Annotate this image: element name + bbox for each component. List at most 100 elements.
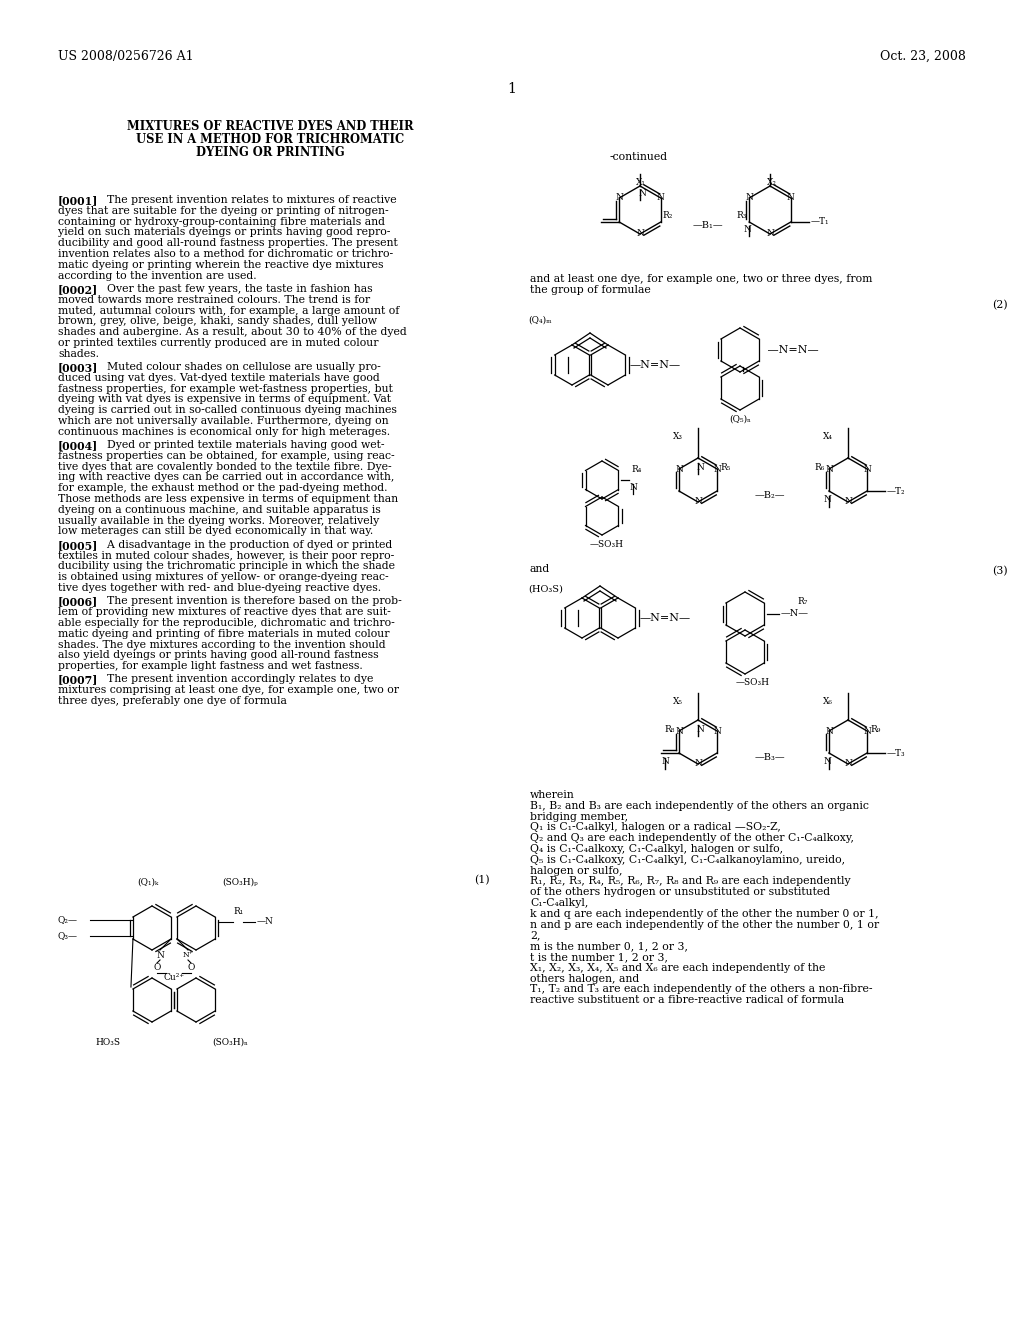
Text: X₄: X₄: [823, 432, 833, 441]
Text: R₁: R₁: [233, 908, 244, 916]
Text: and at least one dye, for example one, two or three dyes, from: and at least one dye, for example one, t…: [530, 275, 872, 284]
Text: wherein: wherein: [530, 789, 574, 800]
Text: —N: —N: [257, 917, 273, 927]
Text: (Q₁)ₖ: (Q₁)ₖ: [137, 878, 159, 887]
Text: moved towards more restrained colours. The trend is for: moved towards more restrained colours. T…: [58, 294, 370, 305]
Text: N: N: [675, 465, 683, 474]
Text: fastness properties can be obtained, for example, using reac-: fastness properties can be obtained, for…: [58, 451, 394, 461]
Text: m is the number 0, 1, 2 or 3,: m is the number 0, 1, 2 or 3,: [530, 941, 688, 952]
Text: A disadvantage in the production of dyed or printed: A disadvantage in the production of dyed…: [93, 540, 392, 550]
Text: Q₃—: Q₃—: [58, 932, 78, 940]
Text: X₁, X₂, X₃, X₄, X₅ and X₆ are each independently of the: X₁, X₂, X₃, X₄, X₅ and X₆ are each indep…: [530, 962, 825, 973]
Text: halogen or sulfo,: halogen or sulfo,: [530, 866, 623, 875]
Text: Q₄ is C₁-C₄alkoxy, C₁-C₄alkyl, halogen or sulfo,: Q₄ is C₁-C₄alkoxy, C₁-C₄alkyl, halogen o…: [530, 843, 783, 854]
Text: for example, the exhaust method or the pad-dyeing method.: for example, the exhaust method or the p…: [58, 483, 387, 494]
Text: k and q are each independently of the other the number 0 or 1,: k and q are each independently of the ot…: [530, 908, 879, 919]
Text: Muted colour shades on cellulose are usually pro-: Muted colour shades on cellulose are usu…: [93, 362, 381, 372]
Text: USE IN A METHOD FOR TRICHROMATIC: USE IN A METHOD FOR TRICHROMATIC: [136, 133, 404, 147]
Text: Over the past few years, the taste in fashion has: Over the past few years, the taste in fa…: [93, 284, 373, 294]
Text: properties, for example light fastness and wet fastness.: properties, for example light fastness a…: [58, 661, 362, 671]
Text: lem of providing new mixtures of reactive dyes that are suit-: lem of providing new mixtures of reactiv…: [58, 607, 391, 618]
Text: DYEING OR PRINTING: DYEING OR PRINTING: [196, 147, 344, 158]
Text: The present invention relates to mixtures of reactive: The present invention relates to mixture…: [93, 195, 396, 205]
Text: HO₃S: HO₃S: [95, 1038, 121, 1047]
Text: B₁, B₂ and B₃ are each independently of the others an organic: B₁, B₂ and B₃ are each independently of …: [530, 801, 869, 810]
Text: shades and aubergine. As a result, about 30 to 40% of the dyed: shades and aubergine. As a result, about…: [58, 327, 407, 337]
Text: O: O: [187, 964, 195, 973]
Text: N: N: [696, 462, 703, 471]
Text: X₅: X₅: [673, 697, 683, 706]
Text: R₈: R₈: [665, 726, 675, 734]
Text: which are not universally available. Furthermore, dyeing on: which are not universally available. Fur…: [58, 416, 389, 426]
Text: Q₂—: Q₂—: [58, 916, 78, 924]
Text: matic dyeing or printing wherein the reactive dye mixtures: matic dyeing or printing wherein the rea…: [58, 260, 384, 269]
Text: reactive substituent or a fibre-reactive radical of formula: reactive substituent or a fibre-reactive…: [530, 995, 844, 1006]
Text: N: N: [656, 194, 665, 202]
Text: the group of formulae: the group of formulae: [530, 285, 650, 294]
Text: textiles in muted colour shades, however, is their poor repro-: textiles in muted colour shades, however…: [58, 550, 394, 561]
Text: dyeing with vat dyes is expensive in terms of equipment. Vat: dyeing with vat dyes is expensive in ter…: [58, 395, 391, 404]
Text: mixtures comprising at least one dye, for example one, two or: mixtures comprising at least one dye, fo…: [58, 685, 399, 696]
Text: R₄: R₄: [631, 466, 641, 474]
Text: [0007]: [0007]: [58, 675, 98, 685]
Text: continuous machines is economical only for high meterages.: continuous machines is economical only f…: [58, 426, 390, 437]
Text: N: N: [662, 758, 669, 767]
Text: N: N: [156, 950, 164, 960]
Text: tive dyes that are covalently bonded to the textile fibre. Dye-: tive dyes that are covalently bonded to …: [58, 462, 391, 471]
Text: N: N: [786, 194, 795, 202]
Text: and: and: [530, 564, 550, 574]
Text: others halogen, and: others halogen, and: [530, 974, 639, 983]
Text: N: N: [825, 726, 833, 735]
Text: (SO₃H)ₚ: (SO₃H)ₚ: [222, 878, 258, 887]
Text: brown, grey, olive, beige, khaki, sandy shades, dull yellow: brown, grey, olive, beige, khaki, sandy …: [58, 317, 377, 326]
Text: R₅: R₅: [721, 463, 731, 473]
Text: N: N: [694, 759, 701, 768]
Text: —B₁—: —B₁—: [692, 220, 723, 230]
Text: R₁, R₂, R₃, R₄, R₅, R₆, R₇, R₈ and R₉ are each independently: R₁, R₂, R₃, R₄, R₅, R₆, R₇, R₈ and R₉ ar…: [530, 876, 851, 887]
Text: -continued: -continued: [610, 152, 668, 162]
Text: N: N: [696, 725, 703, 734]
Text: tive dyes together with red- and blue-dyeing reactive dyes.: tive dyes together with red- and blue-dy…: [58, 583, 381, 593]
Text: dyeing is carried out in so-called continuous dyeing machines: dyeing is carried out in so-called conti…: [58, 405, 397, 416]
Text: (Q₅)ₙ: (Q₅)ₙ: [729, 414, 751, 424]
Text: —N—: —N—: [781, 610, 809, 619]
Text: N: N: [615, 194, 624, 202]
Text: T₁, T₂ and T₃ are each independently of the others a non-fibre-: T₁, T₂ and T₃ are each independently of …: [530, 985, 872, 994]
Text: N: N: [844, 759, 852, 768]
Text: C₁-C₄alkyl,: C₁-C₄alkyl,: [530, 898, 589, 908]
Text: Q₂ and Q₃ are each independently of the other C₁-C₄alkoxy,: Q₂ and Q₃ are each independently of the …: [530, 833, 854, 843]
Text: —B₃—: —B₃—: [755, 752, 785, 762]
Text: —T₁: —T₁: [811, 218, 829, 227]
Text: (SO₃H)ₙ: (SO₃H)ₙ: [212, 1038, 248, 1047]
Text: (Q₄)ₘ: (Q₄)ₘ: [528, 315, 552, 325]
Text: N: N: [743, 226, 752, 235]
Text: R₃: R₃: [737, 210, 748, 219]
Text: R₂: R₂: [663, 210, 673, 219]
Text: N: N: [629, 483, 637, 492]
Text: N: N: [863, 465, 871, 474]
Text: is obtained using mixtures of yellow- or orange-dyeing reac-: is obtained using mixtures of yellow- or…: [58, 572, 389, 582]
Text: dyes that are suitable for the dyeing or printing of nitrogen-: dyes that are suitable for the dyeing or…: [58, 206, 389, 215]
Text: N: N: [863, 726, 871, 735]
Text: ducibility using the trichromatic principle in which the shade: ducibility using the trichromatic princi…: [58, 561, 395, 572]
Text: N: N: [713, 726, 721, 735]
Text: t is the number 1, 2 or 3,: t is the number 1, 2 or 3,: [530, 952, 668, 962]
Text: fastness properties, for example wet-fastness properties, but: fastness properties, for example wet-fas…: [58, 384, 393, 393]
Text: N: N: [636, 230, 644, 239]
Text: (2): (2): [992, 300, 1008, 310]
Text: N: N: [638, 190, 646, 198]
Text: MIXTURES OF REACTIVE DYES AND THEIR: MIXTURES OF REACTIVE DYES AND THEIR: [127, 120, 414, 133]
Text: —B₂—: —B₂—: [755, 491, 785, 499]
Text: N: N: [844, 498, 852, 507]
Text: N: N: [825, 465, 833, 474]
Text: N: N: [745, 194, 754, 202]
Text: (1): (1): [474, 875, 490, 886]
Text: dyeing on a continuous machine, and suitable apparatus is: dyeing on a continuous machine, and suit…: [58, 506, 381, 515]
Text: —N=N—: —N=N—: [640, 612, 691, 623]
Text: X₆: X₆: [823, 697, 833, 706]
Text: able especially for the reproducible, dichromatic and trichro-: able especially for the reproducible, di…: [58, 618, 394, 628]
Text: invention relates also to a method for dichromatic or trichro-: invention relates also to a method for d…: [58, 249, 393, 259]
Text: Q₅ is C₁-C₄alkoxy, C₁-C₄alkyl, C₁-C₄alkanoylamino, ureido,: Q₅ is C₁-C₄alkoxy, C₁-C₄alkyl, C₁-C₄alka…: [530, 855, 845, 865]
Text: —T₃: —T₃: [887, 748, 905, 758]
Text: US 2008/0256726 A1: US 2008/0256726 A1: [58, 50, 194, 63]
